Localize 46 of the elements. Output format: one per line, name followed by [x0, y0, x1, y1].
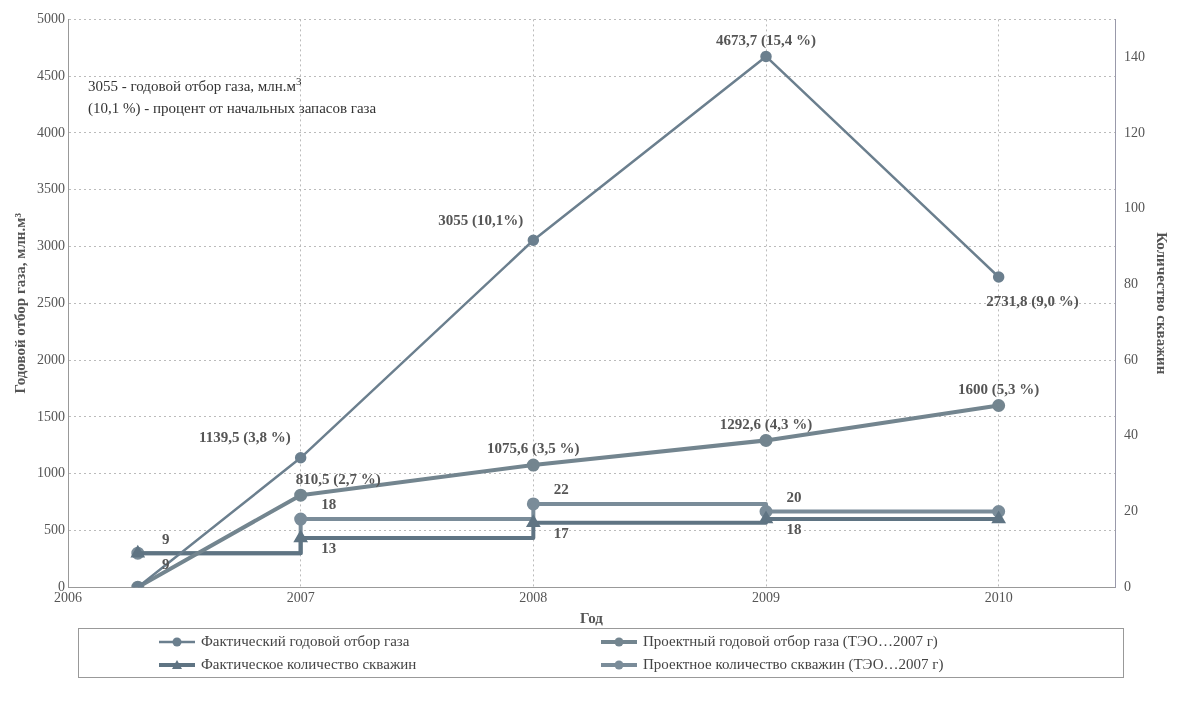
data-label: 13 [321, 540, 337, 557]
y-tick-label: 3000 [37, 238, 65, 254]
y-tick-label: 1500 [37, 408, 65, 424]
y-tick-label: 2000 [37, 351, 65, 367]
x-tick-label: 2006 [54, 590, 82, 606]
y2-tick-label: 20 [1124, 503, 1138, 519]
data-label: 17 [553, 525, 570, 542]
annotation: (10,1 %) - процент от начальных запасов газа [88, 100, 377, 118]
x-tick-label: 2007 [286, 590, 315, 606]
x-tick-label: 2010 [984, 590, 1013, 606]
y-tick-label: 2500 [37, 294, 65, 310]
y2-tick-label: 60 [1124, 351, 1138, 367]
data-label: 20 [786, 488, 802, 505]
y2-axis-title: Количество скважин [1154, 232, 1171, 375]
y2-tick-label: 100 [1124, 200, 1145, 216]
x-tick-label: 2009 [752, 590, 780, 606]
legend-label: Проектный годовой отбор газа (ТЭО…2007 г) [643, 633, 938, 650]
data-label: 810,5 (2,7 %) [295, 470, 381, 488]
data-label: 3055 (10,1%) [438, 211, 524, 229]
legend-label: Фактический годовой отбор газа [201, 633, 410, 650]
data-label: 1292,6 (4,3 %) [719, 415, 813, 433]
legend-label: Проектное количество скважин (ТЭО…2007 г) [643, 656, 944, 673]
data-label: 18 [321, 496, 337, 513]
y2-tick-label: 140 [1124, 48, 1145, 64]
data-label: 1139,5 (3,8 %) [198, 429, 291, 447]
x-tick-label: 2008 [519, 590, 548, 606]
y-tick-label: 4000 [37, 124, 65, 140]
y-axis-title: Годовой отбор газа, млн.м³ [11, 212, 28, 394]
data-label: 1600 (5,3 %) [958, 380, 1040, 398]
y2-tick-label: 80 [1124, 276, 1138, 292]
y2-tick-label: 120 [1124, 124, 1145, 140]
y-tick-label: 3500 [37, 181, 65, 197]
y2-tick-label: 0 [1124, 578, 1131, 594]
data-label: 1075,6 (3,5 %) [487, 440, 580, 458]
y-tick-label: 4500 [37, 67, 65, 83]
data-label: 9 [162, 530, 170, 547]
data-label: 2731,8 (9,0 %) [986, 293, 1079, 311]
data-label: 4673,7 (15,4 %) [716, 31, 816, 49]
data-label: 22 [553, 481, 569, 498]
y-tick-label: 1000 [37, 465, 65, 481]
x-axis-title: Год [580, 609, 604, 626]
y2-tick-label: 40 [1124, 427, 1138, 443]
y-tick-label: 5000 [37, 11, 65, 27]
y-tick-label: 500 [44, 522, 65, 538]
legend-label: Фактическое количество скважин [201, 656, 417, 673]
data-label: 18 [786, 521, 802, 538]
